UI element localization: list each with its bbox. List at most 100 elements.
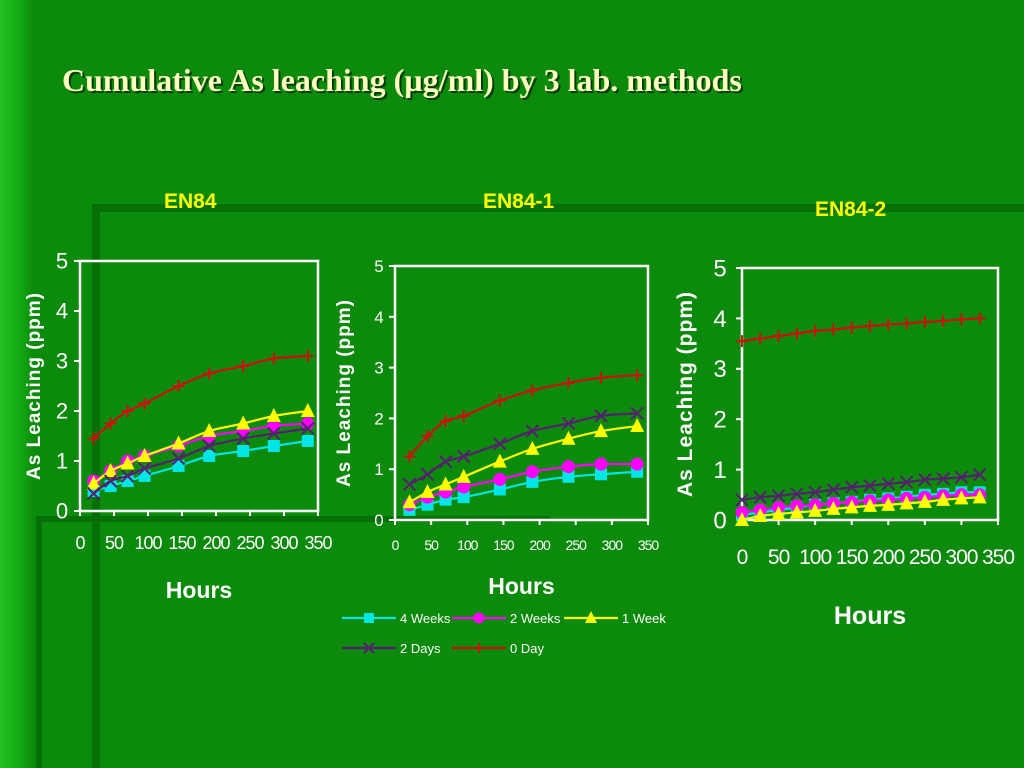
point-0-day: [301, 350, 314, 362]
point-0-day: [403, 450, 416, 463]
legend-marker: [473, 612, 485, 624]
y-tick-label: 1: [56, 449, 68, 474]
point-2-days: [402, 477, 417, 492]
point-2-days: [561, 416, 576, 431]
point-1-week: [917, 493, 932, 508]
point-1-week: [438, 476, 453, 491]
x-tick-label: 350: [638, 537, 660, 553]
point-1-week: [171, 435, 186, 450]
legend-swatch-0-day: [452, 643, 506, 653]
point-2-days: [103, 474, 118, 488]
series-0-day: [87, 350, 314, 445]
point-2-days: [420, 467, 435, 481]
point-2-days: [918, 472, 932, 487]
point-0-day: [121, 405, 134, 417]
point-1-week: [936, 491, 951, 506]
point-1-week: [137, 448, 152, 462]
point-2-days: [456, 449, 471, 464]
plot-area: [740, 266, 1000, 522]
point-2-days: [771, 489, 786, 503]
point-1-week: [808, 502, 823, 517]
point-4-weeks: [493, 483, 506, 496]
point-0-day: [955, 313, 968, 326]
point-2-days: [202, 439, 216, 453]
x-tick-label: 300: [602, 537, 624, 553]
legend-label-2-days: 2 Days: [400, 640, 441, 656]
point-0-day: [138, 397, 151, 410]
x-tick-label: 300: [270, 533, 298, 553]
point-0-day: [937, 314, 950, 327]
x-tick-label: 0: [75, 533, 85, 553]
x-tick-label: 300: [945, 546, 977, 569]
point-1-week: [561, 430, 576, 445]
point-4-weeks: [237, 445, 250, 457]
point-2-weeks: [525, 465, 539, 479]
point-0-day: [827, 323, 840, 336]
point-2-days: [86, 486, 101, 501]
point-0-day: [203, 367, 216, 380]
x-tick-label: 150: [836, 546, 868, 569]
legend-item-4-weeks: 4 Weeks: [338, 608, 450, 628]
x-axis-label: Hours: [166, 577, 232, 603]
point-0-day: [845, 321, 858, 334]
point-2-weeks: [630, 457, 644, 471]
point-1-week: [236, 415, 251, 430]
point-0-day: [864, 319, 876, 332]
point-1-week: [899, 495, 914, 510]
series-0-day: [403, 369, 644, 463]
y-axis-label: As Leaching (ppm): [334, 299, 355, 487]
x-axis-label: Hours: [834, 602, 906, 630]
point-0-day: [736, 335, 748, 348]
y-tick-label: 4: [56, 299, 68, 324]
point-1-week: [826, 500, 841, 515]
point-0-day: [754, 332, 767, 345]
point-0-day: [87, 432, 100, 445]
x-tick-label: 150: [493, 537, 515, 553]
point-0-day: [882, 318, 895, 331]
point-2-days: [137, 461, 152, 476]
decor-bar-horizontal: [94, 204, 1024, 212]
point-1-week: [266, 408, 281, 422]
point-4-weeks: [138, 470, 151, 482]
series-2-days: [735, 467, 987, 507]
point-1-week: [86, 475, 101, 490]
point-1-week: [420, 484, 435, 499]
point-1-week: [844, 499, 859, 514]
point-1-week: [881, 496, 896, 511]
point-2-days: [863, 479, 877, 493]
legend-label-0-day: 0 Day: [510, 640, 544, 656]
decor-bar-horizontal-lower: [40, 516, 550, 522]
point-1-week: [492, 453, 507, 468]
point-0-day: [631, 369, 644, 382]
point-2-days: [845, 480, 859, 494]
point-0-day: [790, 327, 803, 340]
y-tick-label: 4: [374, 308, 383, 327]
point-2-days: [753, 490, 767, 505]
x-tick-label: 100: [799, 546, 831, 569]
chart-title-en84-1: EN84-1: [483, 190, 555, 213]
point-1-week: [525, 440, 540, 455]
point-2-days: [120, 469, 135, 483]
legend-item-2-days: 2 Days: [338, 638, 440, 658]
x-tick-label: 250: [909, 546, 941, 569]
chart-title-en84: EN84: [164, 190, 217, 213]
y-tick-label: 1: [713, 457, 726, 484]
point-2-days: [936, 471, 950, 486]
point-0-day: [809, 325, 822, 337]
point-0-day: [267, 352, 280, 365]
x-tick-label: 50: [768, 546, 790, 569]
point-0-day: [973, 312, 986, 325]
x-tick-label: 0: [737, 546, 748, 569]
point-2-days: [525, 424, 540, 438]
legend: 4 Weeks 2 Weeks 1 Week 2 Days 0 Day: [338, 606, 678, 660]
point-2-days: [826, 483, 841, 497]
point-2-days: [171, 451, 186, 466]
point-0-day: [595, 371, 608, 384]
plot-area: [393, 264, 650, 522]
y-tick-label: 5: [713, 255, 726, 282]
point-2-days: [236, 431, 250, 446]
y-tick-label: 4: [713, 306, 726, 333]
point-1-week: [402, 494, 417, 509]
point-1-week: [954, 490, 969, 505]
